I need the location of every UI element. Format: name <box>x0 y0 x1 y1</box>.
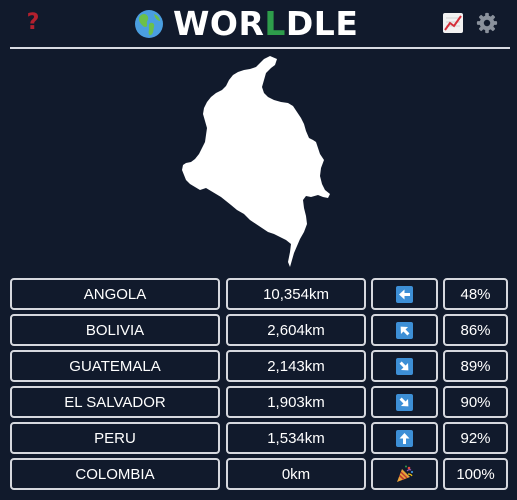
arrow-up-icon <box>396 429 413 447</box>
stats-button[interactable] <box>442 12 464 34</box>
guess-proximity: 89% <box>443 350 508 382</box>
title-part-1: WOR <box>173 4 265 43</box>
country-silhouette-icon <box>182 56 330 267</box>
guess-row: ANGOLA 10,354km 48% <box>10 278 508 310</box>
guess-row: BOLIVIA 2,604km 86% <box>10 314 508 346</box>
stats-chart-icon <box>443 13 463 33</box>
guess-distance: 1,903km <box>226 386 366 418</box>
guess-row: COLOMBIA 0km 100% <box>10 458 508 490</box>
guess-direction <box>371 278 438 310</box>
guess-country: BOLIVIA <box>10 314 220 346</box>
guess-direction <box>371 422 438 454</box>
guess-distance: 2,604km <box>226 314 366 346</box>
guess-country: PERU <box>10 422 220 454</box>
guess-distance: 0km <box>226 458 366 490</box>
guess-distance: 1,534km <box>226 422 366 454</box>
arrow-up-left-icon <box>396 321 413 339</box>
guess-proximity: 48% <box>443 278 508 310</box>
party-popper-icon <box>396 465 413 482</box>
title-part-2: DLE <box>285 4 359 43</box>
guess-country: COLOMBIA <box>10 458 220 490</box>
help-icon: ? <box>26 10 40 35</box>
guess-direction <box>371 314 438 346</box>
app-title: WORLDLE <box>134 6 358 42</box>
page-title: WORLDLE <box>173 6 358 42</box>
guess-proximity: 100% <box>443 458 508 490</box>
arrow-left-icon <box>396 285 413 303</box>
guess-direction <box>371 386 438 418</box>
header: ? WORLDLE <box>0 0 517 48</box>
guess-country: GUATEMALA <box>10 350 220 382</box>
globe-icon <box>135 10 163 38</box>
guess-country: EL SALVADOR <box>10 386 220 418</box>
header-divider <box>10 47 510 49</box>
guess-distance: 10,354km <box>226 278 366 310</box>
guess-distance: 2,143km <box>226 350 366 382</box>
guess-country: ANGOLA <box>10 278 220 310</box>
guess-row: PERU 1,534km 92% <box>10 422 508 454</box>
arrow-down-right-icon <box>396 357 413 375</box>
guess-list: ANGOLA 10,354km 48% BOLIVIA 2,604km 86% … <box>10 278 508 494</box>
guess-direction <box>371 350 438 382</box>
guess-row: GUATEMALA 2,143km 89% <box>10 350 508 382</box>
guess-direction <box>371 458 438 490</box>
arrow-down-right-icon <box>396 393 413 411</box>
help-button[interactable]: ? <box>22 10 44 36</box>
settings-button[interactable] <box>476 12 498 34</box>
guess-row: EL SALVADOR 1,903km 90% <box>10 386 508 418</box>
title-accent-letter: L <box>264 4 286 43</box>
guess-proximity: 92% <box>443 422 508 454</box>
settings-gear-icon <box>476 12 498 34</box>
guess-proximity: 90% <box>443 386 508 418</box>
guess-proximity: 86% <box>443 314 508 346</box>
